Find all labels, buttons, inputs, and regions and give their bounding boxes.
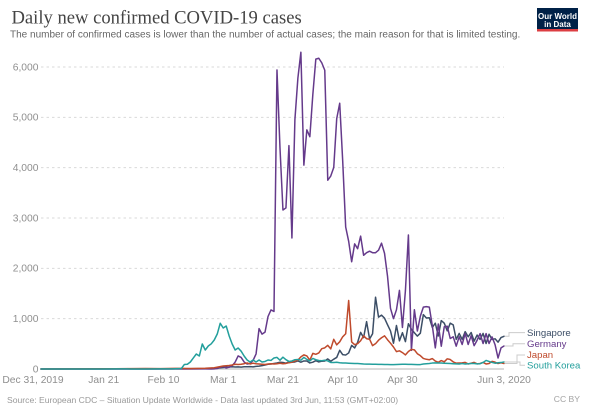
svg-text:Dec 31, 2019: Dec 31, 2019 (2, 375, 64, 386)
svg-text:Singapore: Singapore (527, 328, 571, 339)
svg-text:Apr 10: Apr 10 (328, 375, 359, 386)
svg-text:Jan 21: Jan 21 (88, 375, 119, 386)
svg-text:CC BY: CC BY (554, 394, 581, 404)
svg-text:Our World: Our World (538, 12, 577, 21)
svg-text:Daily new confirmed COVID-19 c: Daily new confirmed COVID-19 cases (12, 7, 302, 28)
svg-text:Apr 30: Apr 30 (387, 375, 418, 386)
svg-text:Source: European CDC – Situati: Source: European CDC – Situation Update … (7, 395, 398, 405)
svg-text:Germany: Germany (527, 339, 567, 350)
svg-text:1,000: 1,000 (13, 314, 39, 325)
svg-text:6,000: 6,000 (13, 62, 39, 73)
svg-text:Mar 21: Mar 21 (267, 375, 299, 386)
svg-text:Feb 10: Feb 10 (147, 375, 179, 386)
svg-text:Jun 3, 2020: Jun 3, 2020 (477, 375, 531, 386)
svg-text:0: 0 (33, 364, 39, 375)
svg-text:3,000: 3,000 (13, 213, 39, 224)
svg-text:2,000: 2,000 (13, 264, 39, 275)
svg-text:The number of confirmed cases: The number of confirmed cases is lower t… (10, 29, 520, 40)
svg-text:4,000: 4,000 (13, 163, 39, 174)
svg-text:Japan: Japan (527, 350, 553, 361)
svg-text:Mar 1: Mar 1 (210, 375, 237, 386)
svg-text:in Data: in Data (544, 20, 571, 29)
svg-text:5,000: 5,000 (13, 113, 39, 124)
svg-text:South Korea: South Korea (527, 360, 581, 371)
